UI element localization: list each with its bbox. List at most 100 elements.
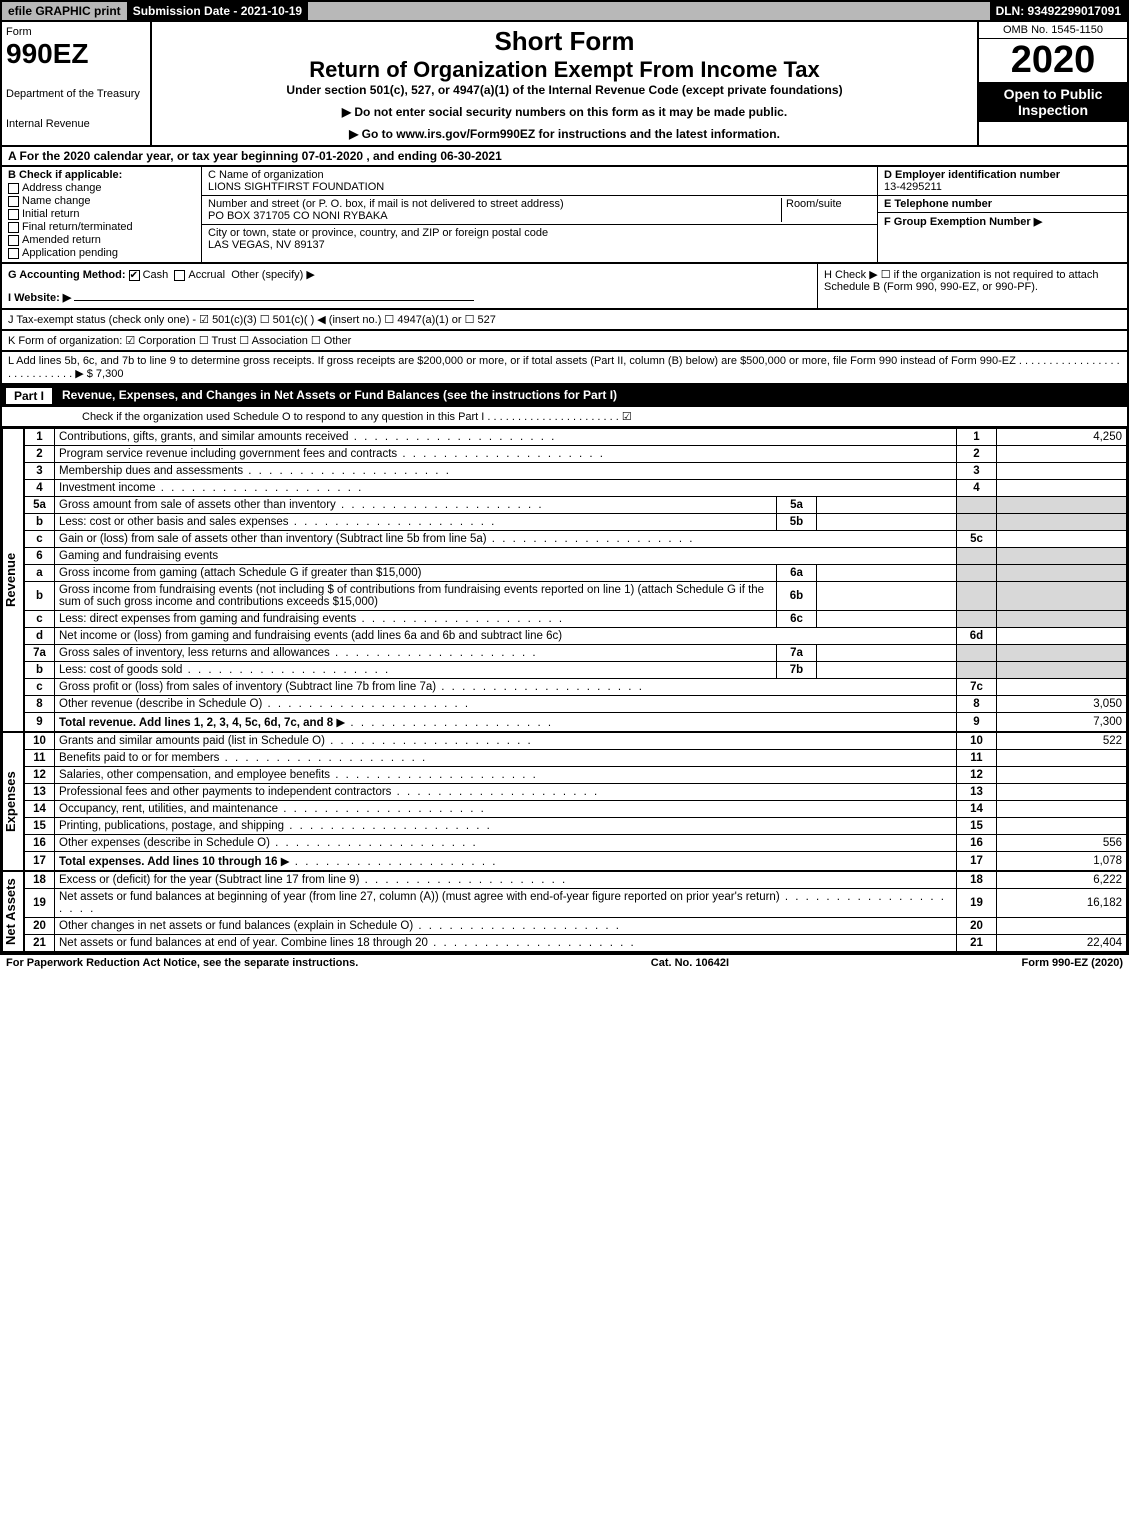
line-13: 13Professional fees and other payments t… xyxy=(25,784,1127,801)
line-18: 18Excess or (deficit) for the year (Subt… xyxy=(25,872,1127,889)
line-6c: cLess: direct expenses from gaming and f… xyxy=(25,611,1127,628)
g-other: Other (specify) ▶ xyxy=(231,269,315,281)
chk-final-return[interactable]: Final return/terminated xyxy=(8,221,195,233)
line-6d: dNet income or (loss) from gaming and fu… xyxy=(25,628,1127,645)
chk-address-change[interactable]: Address change xyxy=(8,182,195,194)
chk-application-pending[interactable]: Application pending xyxy=(8,247,195,259)
l-gross-receipts: L Add lines 5b, 6c, and 7b to line 9 to … xyxy=(0,352,1129,385)
block-g-h: G Accounting Method: Cash Accrual Other … xyxy=(0,264,1129,310)
i-website-label: I Website: ▶ xyxy=(8,292,71,304)
footer-center: Cat. No. 10642I xyxy=(651,957,729,969)
section-c-org-name-addr: C Name of organization LIONS SIGHTFIRST … xyxy=(202,167,877,262)
line-7b: bLess: cost of goods sold7b xyxy=(25,662,1127,679)
g-label: G Accounting Method: xyxy=(8,269,126,281)
line-12: 12Salaries, other compensation, and empl… xyxy=(25,767,1127,784)
chk-cash[interactable] xyxy=(129,270,140,281)
ein-value: 13-4295211 xyxy=(884,181,1121,193)
open-to-public: Open to Public Inspection xyxy=(979,82,1127,122)
c-name-label: C Name of organization xyxy=(208,169,871,181)
line-20: 20Other changes in net assets or fund ba… xyxy=(25,918,1127,935)
chk-accrual[interactable] xyxy=(174,270,185,281)
efile-label: efile GRAPHIC print xyxy=(2,2,127,20)
dln-label: DLN: 93492299017091 xyxy=(990,2,1127,20)
line-6: 6Gaming and fundraising events xyxy=(25,548,1127,565)
tax-year: 2020 xyxy=(979,39,1127,82)
form-number: 990EZ xyxy=(6,38,146,70)
org-name-row: C Name of organization LIONS SIGHTFIRST … xyxy=(202,167,877,196)
dept-irs: Internal Revenue xyxy=(6,118,146,130)
topbar-spacer xyxy=(308,2,989,20)
footer-right: Form 990-EZ (2020) xyxy=(1022,957,1123,969)
ein-label: D Employer identification number xyxy=(884,169,1121,181)
header-left: Form 990EZ Department of the Treasury In… xyxy=(2,22,152,145)
org-name: LIONS SIGHTFIRST FOUNDATION xyxy=(208,181,871,193)
line-1: 1Contributions, gifts, grants, and simil… xyxy=(25,429,1127,446)
part1-schedule-o-check: Check if the organization used Schedule … xyxy=(0,407,1129,428)
footer-left: For Paperwork Reduction Act Notice, see … xyxy=(6,957,358,969)
line-5b: bLess: cost or other basis and sales exp… xyxy=(25,514,1127,531)
g-accounting-method: G Accounting Method: Cash Accrual Other … xyxy=(2,264,817,308)
website-field[interactable] xyxy=(74,300,474,301)
line-6b: bGross income from fundraising events (n… xyxy=(25,582,1127,611)
line-19: 19Net assets or fund balances at beginni… xyxy=(25,889,1127,918)
instruction-no-ssn: ▶ Do not enter social security numbers o… xyxy=(160,105,969,119)
line-5c: cGain or (loss) from sale of assets othe… xyxy=(25,531,1127,548)
chk-amended-return[interactable]: Amended return xyxy=(8,234,195,246)
top-bar: efile GRAPHIC print Submission Date - 20… xyxy=(0,0,1129,22)
addr-label: Number and street (or P. O. box, if mail… xyxy=(208,198,781,210)
org-city-row: City or town, state or province, country… xyxy=(202,225,877,253)
line-6a: aGross income from gaming (attach Schedu… xyxy=(25,565,1127,582)
dept-treasury: Department of the Treasury xyxy=(6,88,146,100)
chk-name-change[interactable]: Name change xyxy=(8,195,195,207)
org-info-block: B Check if applicable: Address change Na… xyxy=(0,167,1129,264)
line-17: 17Total expenses. Add lines 10 through 1… xyxy=(25,852,1127,871)
part1-title: Revenue, Expenses, and Changes in Net As… xyxy=(62,388,617,404)
line-9: 9Total revenue. Add lines 1, 2, 3, 4, 5c… xyxy=(25,713,1127,732)
expenses-side-label: Expenses xyxy=(2,732,24,871)
org-city: LAS VEGAS, NV 89137 xyxy=(208,239,871,251)
line-10: 10Grants and similar amounts paid (list … xyxy=(25,733,1127,750)
title-return: Return of Organization Exempt From Incom… xyxy=(160,57,969,83)
form-word: Form xyxy=(6,26,146,38)
org-addr-row: Number and street (or P. O. box, if mail… xyxy=(202,196,877,225)
goto-text[interactable]: ▶ Go to www.irs.gov/Form990EZ for instru… xyxy=(349,127,780,141)
h-schedule-b: H Check ▶ ☐ if the organization is not r… xyxy=(817,264,1127,308)
telephone-row: E Telephone number xyxy=(878,196,1127,213)
part1-header: Part I Revenue, Expenses, and Changes in… xyxy=(0,385,1129,407)
expenses-section: Expenses 10Grants and similar amounts pa… xyxy=(0,732,1129,871)
revenue-side-label: Revenue xyxy=(2,428,24,732)
page-footer: For Paperwork Reduction Act Notice, see … xyxy=(0,954,1129,971)
line-3: 3Membership dues and assessments3 xyxy=(25,463,1127,480)
expenses-table: 10Grants and similar amounts paid (list … xyxy=(24,732,1127,871)
instruction-goto: ▶ Go to www.irs.gov/Form990EZ for instru… xyxy=(160,127,969,141)
revenue-table: 1Contributions, gifts, grants, and simil… xyxy=(24,428,1127,732)
line-2: 2Program service revenue including gover… xyxy=(25,446,1127,463)
form-header: Form 990EZ Department of the Treasury In… xyxy=(0,22,1129,147)
line-11: 11Benefits paid to or for members11 xyxy=(25,750,1127,767)
omb-number: OMB No. 1545-1150 xyxy=(979,22,1127,39)
city-label: City or town, state or province, country… xyxy=(208,227,871,239)
chk-initial-return[interactable]: Initial return xyxy=(8,208,195,220)
title-short-form: Short Form xyxy=(160,26,969,57)
line-16: 16Other expenses (describe in Schedule O… xyxy=(25,835,1127,852)
line-21: 21Net assets or fund balances at end of … xyxy=(25,935,1127,952)
line-14: 14Occupancy, rent, utilities, and mainte… xyxy=(25,801,1127,818)
line-15: 15Printing, publications, postage, and s… xyxy=(25,818,1127,835)
section-b-checkboxes: B Check if applicable: Address change Na… xyxy=(2,167,202,262)
net-assets-table: 18Excess or (deficit) for the year (Subt… xyxy=(24,871,1127,952)
b-title: B Check if applicable: xyxy=(8,169,195,181)
part1-label: Part I xyxy=(6,388,52,404)
grp-label: F Group Exemption Number ▶ xyxy=(884,215,1121,228)
org-address: PO BOX 371705 CO NONI RYBAKA xyxy=(208,210,781,222)
subtitle-section: Under section 501(c), 527, or 4947(a)(1)… xyxy=(160,83,969,97)
revenue-section: Revenue 1Contributions, gifts, grants, a… xyxy=(0,428,1129,732)
line-4: 4Investment income4 xyxy=(25,480,1127,497)
header-right: OMB No. 1545-1150 2020 Open to Public In… xyxy=(977,22,1127,145)
group-exemption-row: F Group Exemption Number ▶ xyxy=(878,213,1127,230)
line-8: 8Other revenue (describe in Schedule O)8… xyxy=(25,696,1127,713)
section-d-e-f: D Employer identification number 13-4295… xyxy=(877,167,1127,262)
line-5a: 5aGross amount from sale of assets other… xyxy=(25,497,1127,514)
ein-row: D Employer identification number 13-4295… xyxy=(878,167,1127,196)
net-assets-side-label: Net Assets xyxy=(2,871,24,952)
submission-date: Submission Date - 2021-10-19 xyxy=(127,2,308,20)
